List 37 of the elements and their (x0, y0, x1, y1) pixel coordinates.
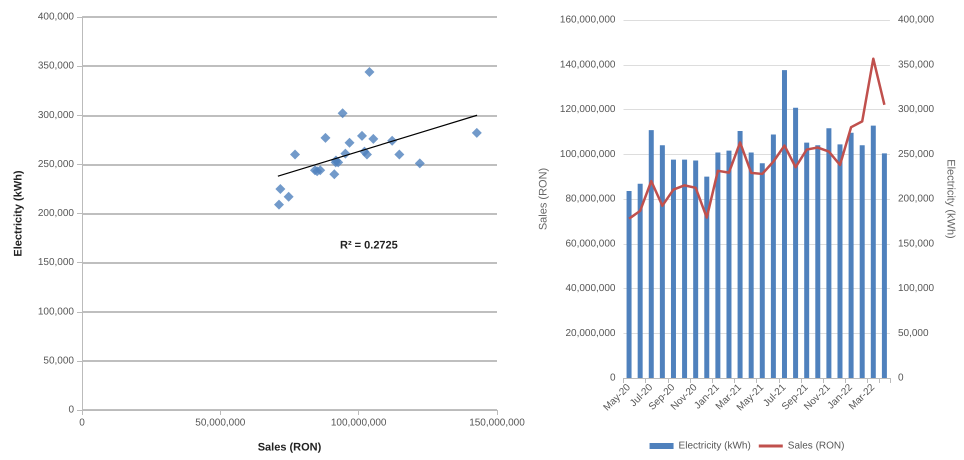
y-tick-label: 100,000 (38, 306, 74, 318)
y2-tick-label: 50,000 (898, 328, 929, 339)
y2-tick-label: 150,000 (898, 238, 935, 250)
x-axis-title: Sales (RON) (258, 442, 322, 454)
y-tick-label: 100,000,000 (560, 148, 616, 160)
y2-tick-label: 200,000 (898, 194, 935, 204)
y-tick-label: 300,000 (38, 110, 74, 121)
y-tick-label: 20,000,000 (565, 328, 616, 339)
y-tick-label: 0 (610, 372, 616, 384)
y-tick-label: 160,000,000 (560, 14, 616, 26)
y-tick-label: 400,000 (38, 12, 74, 22)
y-tick-label: 40,000,000 (565, 283, 616, 294)
y-tick-label: 120,000,000 (560, 104, 616, 115)
y2-tick-label: 300,000 (898, 104, 935, 115)
x-tick-label: 50,000,000 (195, 418, 246, 428)
y-tick-label: 60,000,000 (565, 238, 616, 250)
y2-tick-label: 0 (898, 372, 904, 384)
y2-tick-label: 400,000 (898, 14, 935, 26)
y-tick-label: 250,000 (38, 158, 74, 170)
y-tick-label: 50,000 (43, 355, 74, 366)
y2-tick-label: 100,000 (898, 283, 935, 294)
y2-axis-title: Electricity (kWh) (944, 159, 956, 239)
x-tick-label: 100,000,000 (330, 418, 387, 428)
y-tick-label: 140,000,000 (560, 59, 616, 70)
y-tick-label: 350,000 (38, 60, 74, 72)
annotation: R² = 0.2725 (340, 240, 398, 252)
y-axis-title: Electricity (kWh) (12, 170, 24, 257)
y-tick-label: 150,000 (38, 257, 74, 268)
x-tick-label: 150,000,000 (469, 418, 526, 428)
legend-label: Electricity (kWh) (678, 440, 751, 452)
legend-label: Sales (RON) (788, 440, 844, 452)
y-tick-label: 200,000 (38, 208, 74, 219)
y-tick-label: 80,000,000 (565, 194, 616, 204)
y2-tick-label: 350,000 (898, 59, 935, 70)
y-axis-title: Sales (RON) (538, 168, 550, 230)
y2-tick-label: 250,000 (898, 148, 935, 160)
x-tick-label: 0 (79, 418, 86, 428)
